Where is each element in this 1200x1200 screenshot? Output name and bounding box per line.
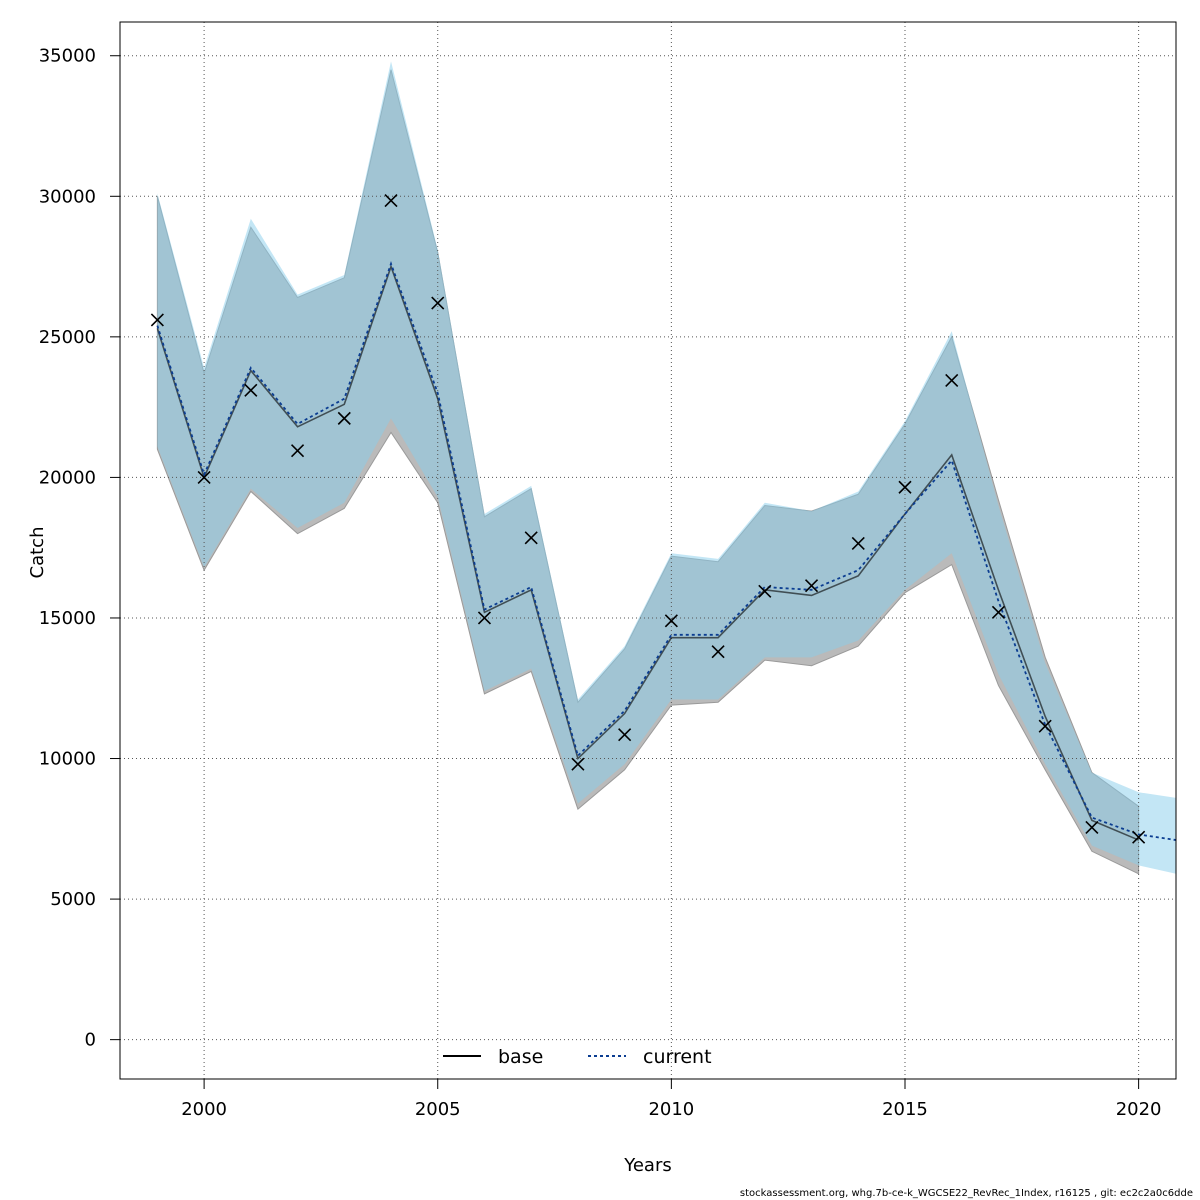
footer-note: stockassessment.org, whg.7b-ce-k_WGCSE22… (740, 1188, 1193, 1199)
observed-point (618, 728, 632, 742)
legend: base current (443, 1046, 712, 1068)
observed-point (1085, 820, 1099, 834)
observed-point (664, 614, 678, 628)
observed-point (1038, 719, 1052, 733)
legend-base-label: base (498, 1046, 543, 1068)
observed-point (431, 296, 445, 310)
grid-lines (120, 22, 1176, 1079)
observed-point (991, 605, 1006, 619)
observed-point (197, 470, 211, 484)
confidence-bands (156, 61, 1177, 875)
x-tick-label: 2010 (648, 1099, 694, 1120)
observed-point (337, 411, 351, 425)
y-tick-label: 20000 (39, 467, 96, 488)
base-line (156, 264, 1139, 841)
observed-point (524, 531, 538, 545)
y-tick-label: 10000 (39, 749, 96, 770)
observed-point (384, 193, 398, 208)
observed-point (571, 757, 585, 771)
x-tick-label: 2020 (1116, 1099, 1162, 1120)
observed-point (150, 313, 164, 327)
x-tick-label: 2005 (415, 1099, 461, 1120)
y-tick-label: 25000 (39, 327, 96, 348)
y-tick-label: 30000 (39, 186, 96, 207)
observed-point (945, 373, 959, 387)
y-axis: 0 5000 10000 15000 20000 25000 30000 35000 (39, 46, 120, 1051)
y-tick-label: 0 (85, 1030, 96, 1051)
observed-point (758, 584, 772, 598)
current-confidence-band (157, 61, 1177, 874)
observed-point (290, 444, 305, 458)
observed-point (244, 383, 258, 397)
legend-current-label: current (643, 1046, 712, 1068)
series-lines (156, 261, 1177, 841)
observed-point (851, 536, 865, 551)
y-axis-title: Catch (27, 527, 48, 579)
x-tick-label: 2000 (181, 1099, 227, 1120)
y-tick-label: 35000 (39, 46, 96, 67)
plot-frame (119, 21, 1177, 1080)
observed-point (477, 611, 492, 625)
observed-point (804, 579, 819, 593)
observed-markers (150, 193, 1146, 844)
y-tick-label: 15000 (39, 608, 96, 629)
y-tick-label: 5000 (50, 889, 96, 910)
observed-point (711, 645, 725, 659)
observed-point (1132, 830, 1146, 844)
x-axis-title: Years (623, 1155, 672, 1176)
x-tick-label: 2015 (882, 1099, 928, 1120)
observed-point (898, 480, 912, 494)
x-axis: 2000 2005 2010 2015 2020 (181, 1079, 1162, 1120)
